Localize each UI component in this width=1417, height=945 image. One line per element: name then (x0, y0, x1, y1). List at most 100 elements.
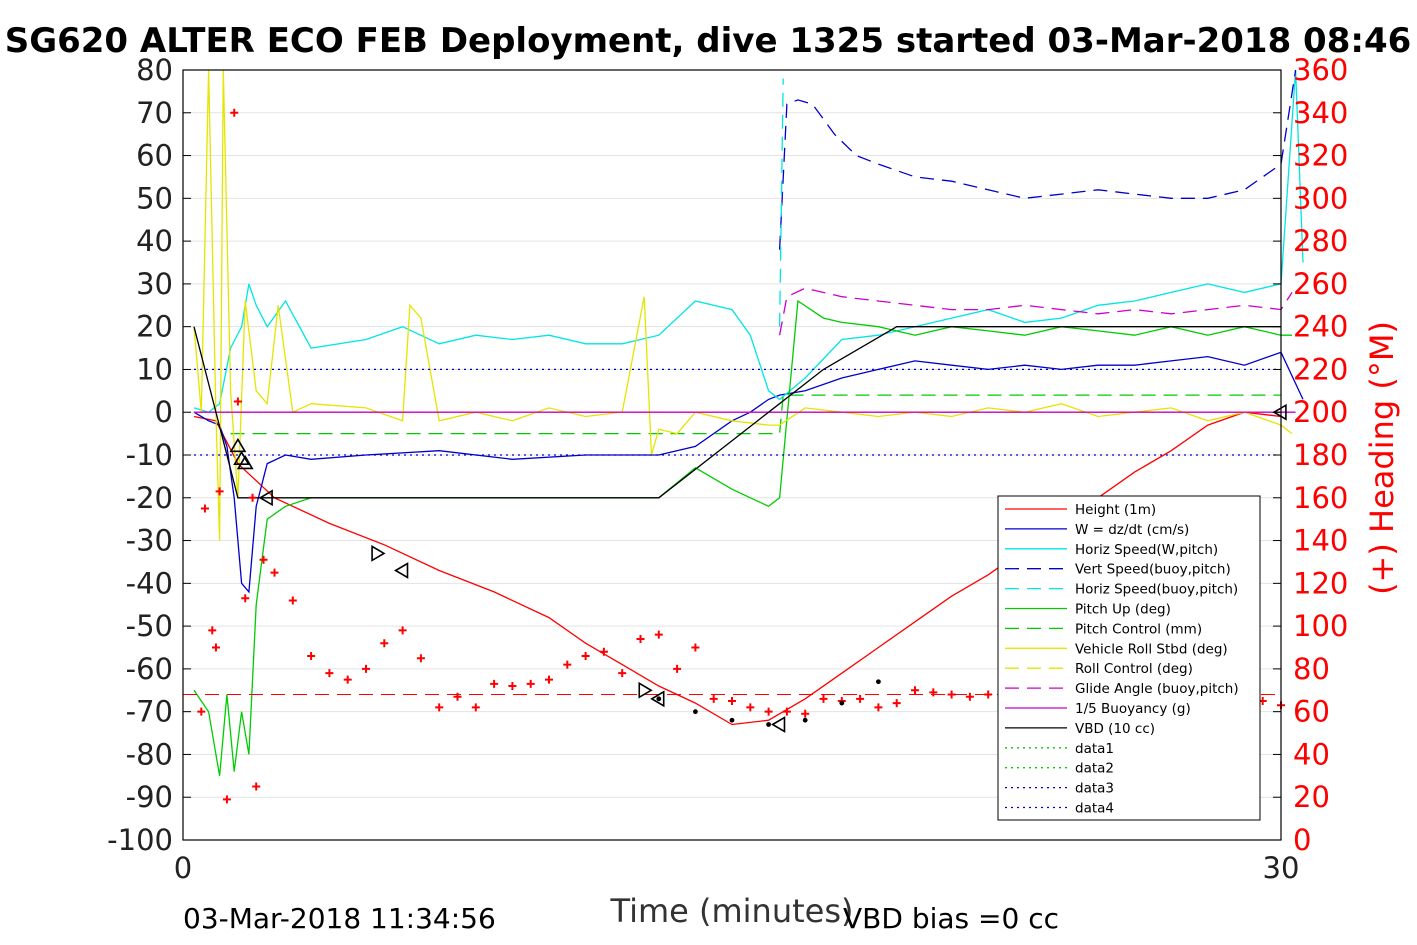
y-right-tick-label: 40 (1293, 737, 1330, 771)
heading-point (508, 682, 517, 690)
legend-label-data2: data2 (1075, 761, 1114, 777)
heading-point (691, 643, 700, 652)
heading-point (764, 707, 773, 716)
legend-label-pitch_ctl: Pitch Control (mm) (1075, 621, 1202, 637)
legend-label-roll_ctl: Roll Control (deg) (1075, 661, 1193, 677)
heading-point (259, 555, 268, 564)
heading-point (874, 703, 883, 712)
heading-point (984, 690, 993, 699)
legend-label-vert_buoy: Vert Speed(buoy,pitch) (1075, 562, 1231, 578)
y-right-tick-label: 180 (1293, 438, 1348, 472)
heading-point (947, 690, 956, 699)
y-right-axis-label: (+) Heading (°M) (1363, 321, 1401, 595)
heading-point (782, 707, 791, 716)
series-line-height (193, 411, 1282, 726)
heading-point (911, 686, 919, 695)
heading-point (248, 493, 257, 502)
legend-label-pitch: Pitch Up (deg) (1075, 602, 1171, 618)
heading-point (581, 652, 590, 661)
legend-label-data1: data1 (1075, 741, 1114, 757)
heading-point (965, 692, 974, 701)
y-right-tick-label: 300 (1293, 181, 1348, 215)
y-right-tick-label: 220 (1293, 352, 1348, 386)
y-left-tick-label: -70 (126, 695, 173, 729)
heading-point (233, 397, 242, 406)
legend-label-vbd: VBD (10 cc) (1075, 721, 1155, 737)
heading-point (709, 694, 718, 703)
legend-label-horiz_buoy: Horiz Speed(buoy,pitch) (1075, 582, 1238, 598)
heading-point (563, 660, 572, 669)
y-left-tick-label: 50 (136, 181, 173, 215)
heading-point (490, 679, 499, 688)
heading-point (599, 647, 608, 656)
heading-point (892, 699, 901, 708)
series-line-w (193, 351, 1304, 594)
y-left-tick-label: 10 (136, 352, 173, 386)
heading-point (453, 692, 462, 701)
y-left-tick-label: 60 (136, 139, 173, 173)
vbd-dot-marker (802, 717, 808, 723)
triangle-left-marker (650, 690, 665, 708)
heading-point (416, 654, 425, 663)
triangle-up-marker (236, 454, 254, 470)
y-left-tick-label: -30 (126, 524, 173, 558)
heading-point (673, 664, 682, 673)
y-left-tick-label: -100 (107, 823, 173, 857)
vbd-dot-marker (693, 709, 698, 715)
y-left-tick-label: -90 (126, 780, 173, 814)
heading-point (307, 652, 316, 661)
y-right-tick-label: 0 (1293, 823, 1311, 857)
legend-label-w: W = dz/dt (cm/s) (1075, 522, 1189, 538)
heading-point (398, 626, 407, 635)
vbd-dot-marker (729, 717, 735, 723)
footer-timestamp: 03-Mar-2018 11:34:56 (183, 902, 496, 935)
vbd-dot-marker (839, 700, 845, 706)
y-right-tick-label: 360 (1293, 53, 1348, 87)
y-left-tick-label: 40 (136, 224, 173, 258)
heading-point (636, 634, 645, 643)
heading-point (215, 487, 224, 496)
y-left-tick-label: 20 (136, 310, 173, 344)
marker-layer (229, 403, 1287, 733)
series-line-horiz_buoy (778, 78, 784, 327)
vbd-dot-marker (656, 696, 662, 702)
heading-point (325, 669, 334, 678)
heading-point (288, 596, 297, 605)
triangle-right-marker (371, 544, 386, 562)
y-left-tick-label: -20 (126, 481, 173, 515)
y-left-ticks: 80 70 60 50 40 30 20 10 0 -10 -20 -30 -40 -50 -60 -70 -8… (107, 53, 191, 857)
triangle-left-marker (258, 489, 273, 507)
y-right-tick-label: 320 (1293, 139, 1348, 173)
x-tick-label: 30 (1263, 851, 1300, 885)
series-line-pitch_ctl (230, 394, 1281, 435)
heading-point (801, 709, 810, 718)
series-line-horiz (193, 69, 1304, 413)
vbd-dot-marker (876, 679, 881, 685)
triangle-up-marker (229, 437, 247, 453)
y-right-tick-label: 260 (1293, 267, 1348, 301)
heading-point (197, 707, 206, 716)
series-line-vert_buoy (778, 69, 1297, 250)
heading-point (435, 703, 444, 712)
x-tick-label: 0 (174, 851, 192, 885)
y-right-tick-label: 160 (1293, 481, 1348, 515)
legend-label-data4: data4 (1075, 801, 1114, 817)
x-ticks: 0 30 (174, 851, 1300, 885)
y-right-tick-label: 20 (1293, 780, 1330, 814)
y-left-tick-label: -50 (126, 609, 173, 643)
heading-point (728, 696, 736, 705)
y-right-tick-label: 200 (1293, 395, 1348, 429)
legend-label-glide: Glide Angle (buoy,pitch) (1075, 681, 1239, 697)
legend-label-roll: Vehicle Roll Stbd (deg) (1075, 641, 1228, 657)
legend-box (997, 495, 1261, 821)
series-line-roll (193, 69, 1293, 541)
triangle-right-marker (638, 681, 653, 699)
triangle-left-marker (771, 716, 786, 733)
heading-point (222, 795, 231, 804)
heading-point (380, 639, 389, 648)
heading-point (545, 675, 553, 684)
y-left-tick-label: 70 (136, 96, 173, 130)
heading-point (343, 675, 352, 684)
heading-point (526, 679, 535, 688)
